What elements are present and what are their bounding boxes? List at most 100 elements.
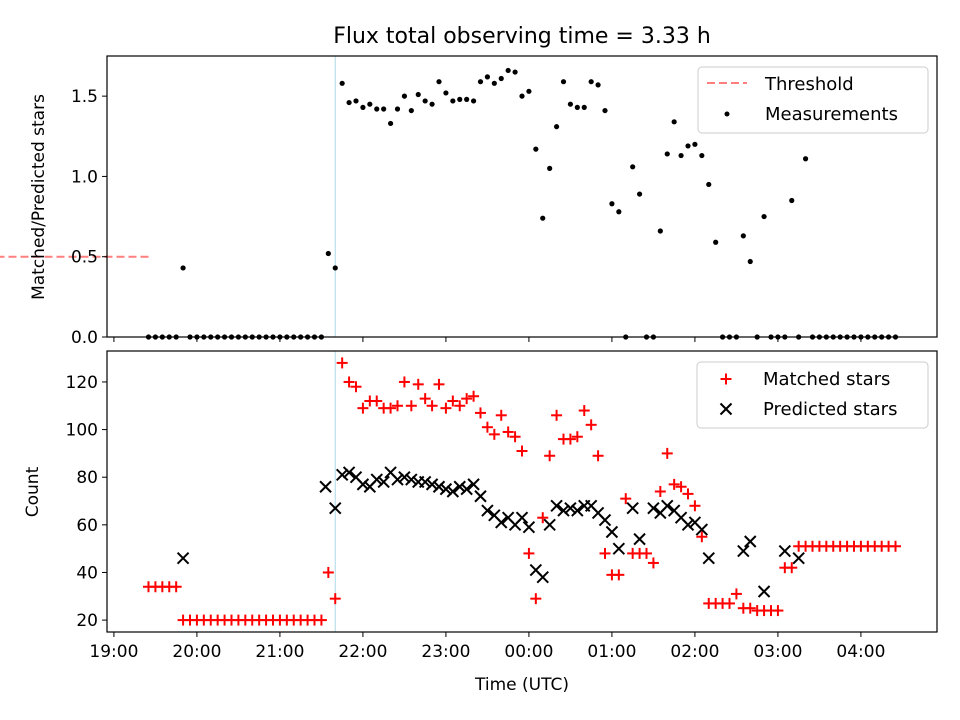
predicted-star-point xyxy=(605,525,619,539)
matched-star-point xyxy=(544,450,556,462)
measurement-point xyxy=(422,98,428,104)
matched-star-point xyxy=(322,566,334,578)
predicted-star-point xyxy=(474,490,487,503)
top-y-tick-label: 1.5 xyxy=(71,87,98,107)
matched-star-point xyxy=(523,547,535,559)
top-y-tick-label: 1.0 xyxy=(71,167,98,187)
measurement-point xyxy=(381,106,387,112)
matched-star-point xyxy=(890,540,901,552)
predicted-star-point xyxy=(702,551,715,565)
matched-star-point xyxy=(392,400,403,412)
measurement-point xyxy=(519,93,525,99)
predicted-star-point xyxy=(391,473,404,486)
matched-star-point xyxy=(495,409,507,421)
measurements-legend-swatch xyxy=(724,111,730,117)
matched-star-point xyxy=(516,445,528,457)
measurement-point xyxy=(387,120,394,127)
measurement-point xyxy=(789,197,795,204)
measurement-point xyxy=(574,104,580,110)
matched-star-point xyxy=(447,395,459,407)
predicted-star-point xyxy=(377,475,390,489)
matched-star-point xyxy=(599,547,611,559)
measurement-point xyxy=(553,124,560,130)
measurement-point xyxy=(470,98,477,104)
predicted-star-point xyxy=(425,478,439,491)
predicted-star-point xyxy=(495,516,508,529)
predicted-star-point xyxy=(536,571,549,584)
matched-star-point xyxy=(578,405,590,417)
matched-star-point xyxy=(668,478,680,490)
measurement-point xyxy=(595,82,601,88)
matched-star-point xyxy=(772,605,784,617)
predicted-star-point xyxy=(467,478,480,491)
matched-star-point xyxy=(170,581,182,593)
threshold-legend-label: Threshold xyxy=(764,74,854,95)
matched-star-point xyxy=(537,512,549,524)
measurement-point xyxy=(664,151,670,157)
top-x-ticks xyxy=(113,337,862,342)
measurement-point xyxy=(457,96,463,102)
measurement-point xyxy=(339,80,345,86)
measurement-point xyxy=(443,90,449,96)
measurement-point xyxy=(429,101,435,107)
top-legend-box xyxy=(697,66,929,134)
x-tick-label: 22:00 xyxy=(338,642,387,662)
predicted-star-point xyxy=(681,518,695,532)
matched-star-point xyxy=(350,381,362,393)
bottom-y-tick-label: 100 xyxy=(66,421,98,441)
measurement-point xyxy=(692,141,698,147)
predicted-star-point xyxy=(515,511,529,524)
top-y-axis-label: Matched/Predicted stars xyxy=(29,94,49,300)
predicted-star-point xyxy=(695,523,709,536)
predicted-star-point xyxy=(335,468,349,482)
measurement-point xyxy=(560,79,567,85)
predicted-star-point xyxy=(571,504,584,517)
predicted-star-point xyxy=(598,513,612,527)
matched-star-point xyxy=(654,486,666,497)
matched-star-point xyxy=(744,602,756,614)
matched-star-point xyxy=(405,400,417,412)
matched-star-point xyxy=(398,376,410,388)
matched-star-point xyxy=(620,493,632,505)
bottom-axes-frame xyxy=(106,350,938,633)
predicted-star-point xyxy=(460,482,473,496)
predicted-star-point xyxy=(661,499,674,512)
measurement-point xyxy=(415,91,421,98)
measurement-point xyxy=(346,99,352,106)
x-tick-label: 02:00 xyxy=(670,642,719,662)
predicted-star-point xyxy=(744,535,757,548)
measurement-point xyxy=(408,107,414,114)
matched-star-point xyxy=(461,393,473,405)
matched-stars-points xyxy=(143,357,901,626)
matched-star-point xyxy=(440,402,452,414)
bottom-panel: 20 40 60 80 100 120 19:00 20:00 21:00 22:00 23:00… xyxy=(23,350,938,695)
x-tick-label: 23:00 xyxy=(421,642,470,662)
x-tick-label: 03:00 xyxy=(753,642,802,662)
predicted-star-point xyxy=(453,480,466,493)
matched-star-point xyxy=(385,402,397,414)
measurement-point xyxy=(713,239,719,245)
matched-star-point xyxy=(530,593,542,605)
matched-star-point xyxy=(724,597,735,609)
x-tick-label: 20:00 xyxy=(172,642,221,662)
measurement-point xyxy=(332,265,338,271)
matched-star-point xyxy=(329,593,341,605)
bottom-legend-box xyxy=(696,361,929,429)
measurement-point xyxy=(588,79,594,85)
matched-star-point xyxy=(661,447,673,459)
matched-star-point xyxy=(481,421,493,433)
matched-star-point xyxy=(585,419,597,431)
x-tick-label: 04:00 xyxy=(836,642,885,662)
bottom-y-axis-label: Count xyxy=(23,466,43,517)
matched-star-point xyxy=(786,562,798,574)
predicted-star-point xyxy=(342,466,356,479)
measurement-point xyxy=(802,156,809,162)
matched-star-point xyxy=(551,409,563,421)
measurement-point xyxy=(567,101,574,107)
measurement-point xyxy=(547,165,553,171)
measurement-point xyxy=(657,228,663,234)
matched-stars-legend-label: Matched stars xyxy=(763,369,890,390)
predicted-star-point xyxy=(319,480,332,493)
top-legend: Threshold Measurements xyxy=(697,66,929,134)
